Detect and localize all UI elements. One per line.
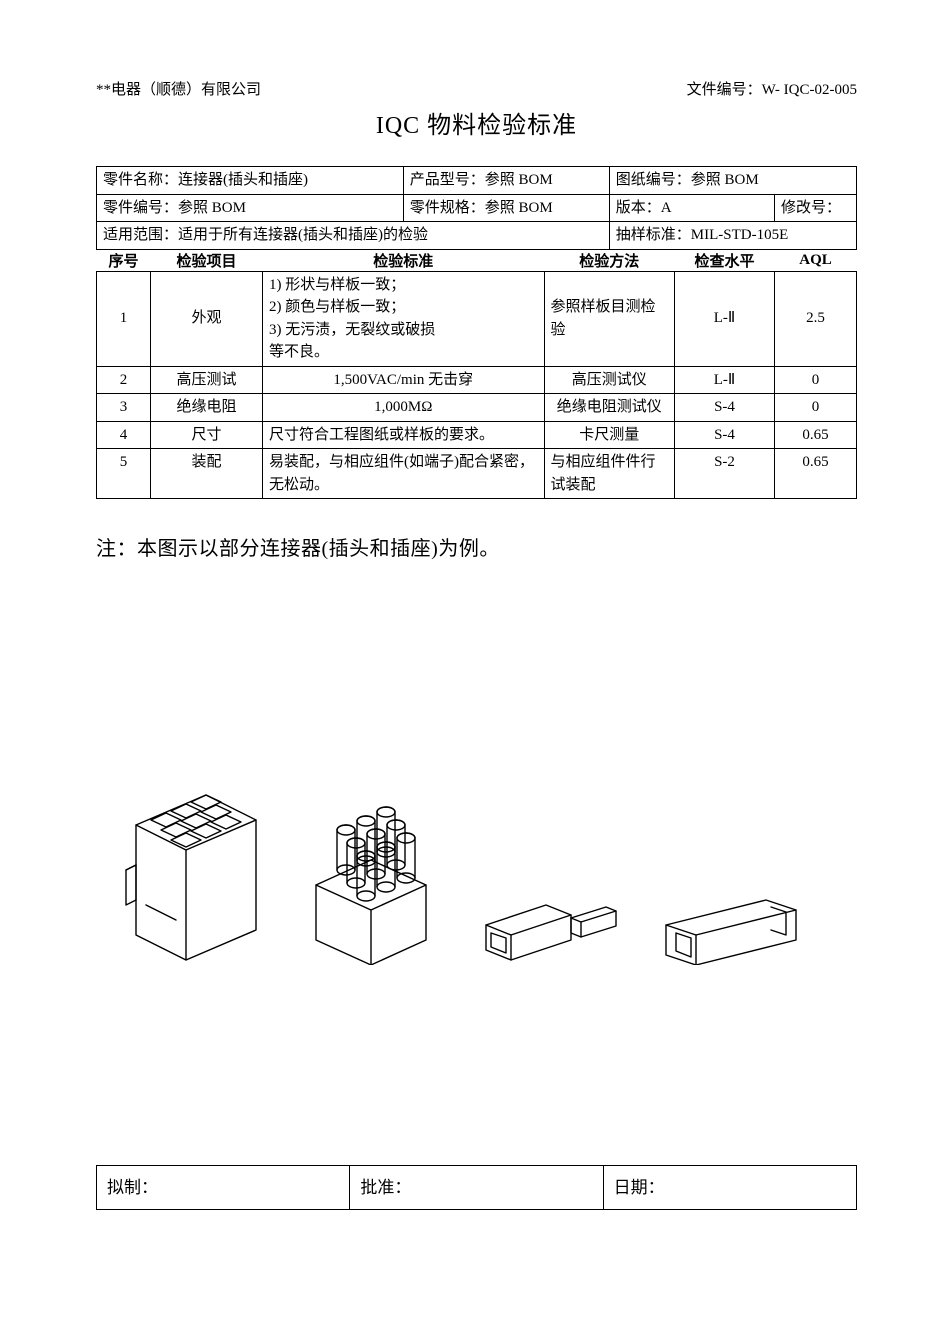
cell-standard: 易装配，与相应组件(如端子)配合紧密，无松动。 [263, 449, 545, 499]
col-method: 检验方法 [544, 249, 674, 271]
note-text: 注：本图示以部分连接器(插头和插座)为例。 [96, 533, 857, 565]
cell-item: 装配 [151, 449, 263, 499]
col-standard: 检验标准 [263, 249, 545, 271]
cell-method: 与相应组件件行试装配 [544, 449, 674, 499]
company-name: **电器（顺德）有限公司 [96, 78, 261, 99]
cell-no: 3 [97, 394, 151, 422]
cell-standard: 尺寸符合工程图纸或样板的要求。 [263, 421, 545, 449]
cell-standard: 1,500VAC/min 无击穿 [263, 366, 545, 394]
table-header-row: 序号 检验项目 检验标准 检验方法 检查水平 AQL [97, 249, 857, 271]
cell-method: 高压测试仪 [544, 366, 674, 394]
sampling-cell: 抽样标准：MIL-STD-105E [609, 222, 856, 250]
rev-cell: 修改号： [775, 194, 857, 222]
cell-standard: 1,000MΩ [263, 394, 545, 422]
product-model-cell: 产品型号：参照 BOM [403, 167, 609, 195]
cell-aql: 0 [775, 394, 857, 422]
cell-item: 尺寸 [151, 421, 263, 449]
col-level: 检查水平 [675, 249, 775, 271]
cell-level: S-2 [675, 449, 775, 499]
cell-method: 绝缘电阻测试仪 [544, 394, 674, 422]
cell-aql: 0 [775, 366, 857, 394]
cell-no: 5 [97, 449, 151, 499]
connector-icon [656, 895, 806, 965]
cell-level: L-Ⅱ [675, 366, 775, 394]
prepared-by-cell: 拟制： [97, 1166, 350, 1210]
table-row: 3 绝缘电阻 1,000MΩ 绝缘电阻测试仪 S-4 0 [97, 394, 857, 422]
meta-row: 零件编号：参照 BOM 零件规格：参照 BOM 版本：A 修改号： [97, 194, 857, 222]
cell-level: S-4 [675, 394, 775, 422]
signature-table: 拟制： 批准： 日期： [96, 1165, 857, 1210]
cell-aql: 2.5 [775, 271, 857, 366]
table-row: 5 装配 易装配，与相应组件(如端子)配合紧密，无松动。 与相应组件件行试装配 … [97, 449, 857, 499]
meta-row: 零件名称：连接器(插头和插座) 产品型号：参照 BOM 图纸编号：参照 BOM [97, 167, 857, 195]
part-name-cell: 零件名称：连接器(插头和插座) [97, 167, 404, 195]
cell-aql: 0.65 [775, 449, 857, 499]
cell-aql: 0.65 [775, 421, 857, 449]
scope-cell: 适用范围：适用于所有连接器(插头和插座)的检验 [97, 222, 610, 250]
illustration-row [96, 775, 857, 965]
table-row: 1 外观 1) 形状与样板一致； 2) 颜色与样板一致； 3) 无污渍，无裂纹或… [97, 271, 857, 366]
drawing-no-cell: 图纸编号：参照 BOM [609, 167, 856, 195]
connector-icon [106, 775, 266, 965]
col-item: 检验项目 [151, 249, 263, 271]
cell-item: 外观 [151, 271, 263, 366]
cell-standard: 1) 形状与样板一致； 2) 颜色与样板一致； 3) 无污渍，无裂纹或破损 等不… [263, 271, 545, 366]
col-aql: AQL [775, 249, 857, 271]
date-cell: 日期： [603, 1166, 856, 1210]
meta-table: 零件名称：连接器(插头和插座) 产品型号：参照 BOM 图纸编号：参照 BOM … [96, 166, 857, 499]
meta-row: 适用范围：适用于所有连接器(插头和插座)的检验 抽样标准：MIL-STD-105… [97, 222, 857, 250]
col-no: 序号 [97, 249, 151, 271]
approved-by-cell: 批准： [350, 1166, 603, 1210]
part-spec-cell: 零件规格：参照 BOM [403, 194, 609, 222]
cell-no: 1 [97, 271, 151, 366]
cell-item: 绝缘电阻 [151, 394, 263, 422]
table-row: 2 高压测试 1,500VAC/min 无击穿 高压测试仪 L-Ⅱ 0 [97, 366, 857, 394]
connector-icon [296, 775, 446, 965]
cell-method: 参照样板目测检验 [544, 271, 674, 366]
cell-level: L-Ⅱ [675, 271, 775, 366]
part-no-cell: 零件编号：参照 BOM [97, 194, 404, 222]
cell-item: 高压测试 [151, 366, 263, 394]
doc-number: 文件编号：W- IQC-02-005 [687, 78, 857, 99]
cell-no: 2 [97, 366, 151, 394]
table-row: 4 尺寸 尺寸符合工程图纸或样板的要求。 卡尺测量 S-4 0.65 [97, 421, 857, 449]
cell-method: 卡尺测量 [544, 421, 674, 449]
version-cell: 版本：A [609, 194, 774, 222]
connector-icon [476, 885, 626, 965]
cell-no: 4 [97, 421, 151, 449]
cell-level: S-4 [675, 421, 775, 449]
page-title: IQC 物料检验标准 [96, 105, 857, 140]
document-header: **电器（顺德）有限公司 文件编号：W- IQC-02-005 [96, 78, 857, 99]
